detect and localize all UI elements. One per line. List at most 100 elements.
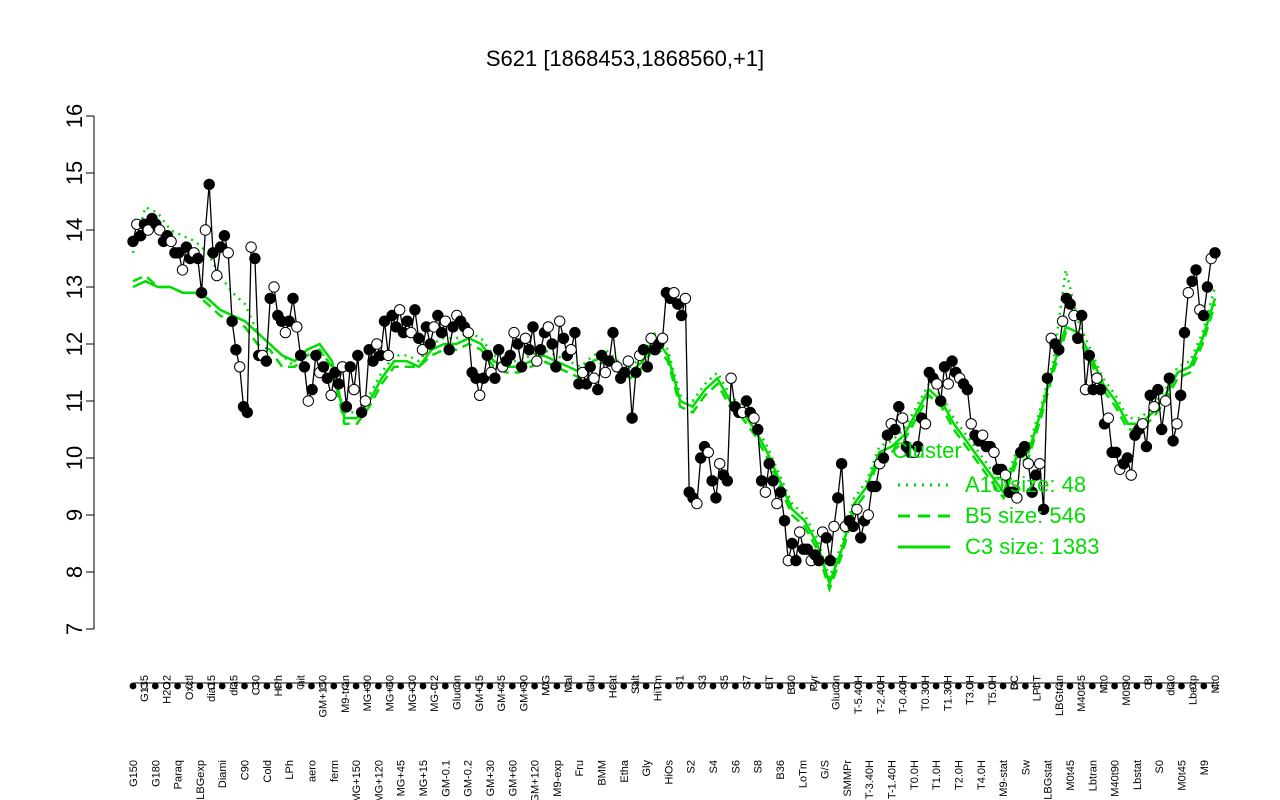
x-tick-label: LBGexp bbox=[195, 760, 207, 800]
data-point bbox=[961, 383, 974, 396]
data-point bbox=[260, 355, 272, 367]
data-point bbox=[1175, 389, 1187, 401]
data-point bbox=[675, 309, 688, 322]
x-tick-label: HPh bbox=[273, 675, 285, 696]
data-point bbox=[279, 326, 292, 339]
x-tick-label: T-2.40H bbox=[875, 675, 887, 714]
x-tick-label: Glu bbox=[585, 675, 597, 692]
x-tick-label: dia0 bbox=[1165, 675, 1177, 696]
data-point bbox=[535, 344, 547, 356]
data-point bbox=[382, 349, 394, 362]
x-rug-marker bbox=[196, 682, 204, 690]
data-point bbox=[752, 423, 764, 436]
data-point bbox=[481, 349, 493, 362]
x-rug-marker bbox=[709, 682, 717, 690]
data-point bbox=[508, 326, 520, 339]
data-point bbox=[287, 292, 299, 305]
x-rug-marker bbox=[598, 682, 605, 690]
x-tick-label: T1.30H bbox=[942, 675, 954, 711]
data-point bbox=[1022, 458, 1035, 470]
x-rug-marker bbox=[1066, 682, 1074, 690]
x-tick-label: M9-tran bbox=[340, 675, 352, 713]
x-tick-label: Lbtran bbox=[1087, 760, 1099, 791]
data-point bbox=[584, 361, 596, 373]
data-point bbox=[1190, 264, 1202, 276]
data-point bbox=[576, 366, 589, 379]
x-rug-marker bbox=[263, 682, 271, 690]
data-point bbox=[439, 315, 452, 327]
x-rug-marker bbox=[464, 682, 472, 690]
x-rug-marker bbox=[531, 682, 538, 690]
data-point bbox=[329, 366, 341, 379]
x-rug-marker bbox=[285, 682, 293, 690]
x-rug-marker bbox=[229, 682, 237, 690]
data-point bbox=[1121, 452, 1134, 464]
x-rug-marker bbox=[754, 682, 762, 690]
data-point bbox=[801, 543, 813, 555]
data-point bbox=[512, 338, 524, 350]
x-tick-label: MG+30 bbox=[407, 675, 419, 711]
x-tick-label: M9-stat bbox=[998, 760, 1010, 797]
x-rug-marker bbox=[430, 682, 438, 690]
x-rug-marker bbox=[1100, 682, 1107, 690]
x-tick-label: M0t45 bbox=[1177, 760, 1189, 791]
x-tick-label: LBGtran bbox=[1054, 675, 1066, 716]
x-rug-marker bbox=[1044, 682, 1052, 690]
data-point bbox=[1136, 418, 1149, 430]
x-rug-marker bbox=[642, 682, 650, 690]
data-point bbox=[428, 321, 440, 333]
data-point bbox=[592, 383, 604, 396]
x-rug-marker bbox=[575, 682, 583, 690]
x-rug-marker bbox=[386, 682, 394, 690]
x-tick-label: BC bbox=[1009, 675, 1021, 690]
data-point bbox=[835, 458, 848, 470]
x-tick-label: Mal bbox=[563, 675, 575, 693]
data-point bbox=[755, 475, 768, 487]
data-point bbox=[778, 515, 791, 527]
data-point bbox=[321, 372, 333, 384]
data-point bbox=[218, 230, 231, 242]
data-point bbox=[294, 349, 307, 362]
x-tick-label: LPh bbox=[284, 760, 296, 780]
data-point bbox=[775, 486, 787, 498]
data-point bbox=[1156, 423, 1168, 436]
data-point bbox=[919, 418, 932, 430]
data-point bbox=[173, 247, 185, 259]
x-tick-label: GM+30 bbox=[485, 760, 497, 796]
data-point bbox=[474, 389, 486, 401]
x-tick-label: T-3.40H bbox=[864, 760, 876, 799]
data-point bbox=[828, 520, 840, 533]
x-tick-label: MG+120 bbox=[373, 760, 385, 800]
x-tick-label: MG+45 bbox=[396, 760, 408, 796]
data-point bbox=[626, 412, 638, 424]
x-rug-marker bbox=[676, 682, 683, 690]
x-rug-marker bbox=[1088, 682, 1096, 690]
y-tick-label: 11 bbox=[62, 390, 87, 413]
x-rug-marker bbox=[999, 682, 1007, 690]
data-point bbox=[1064, 298, 1076, 310]
x-tick-label: Mt0 bbox=[1210, 675, 1222, 693]
data-point bbox=[569, 326, 581, 339]
x-tick-label: B60 bbox=[786, 675, 798, 695]
y-tick-label: 10 bbox=[62, 446, 87, 470]
y-tick-label: 9 bbox=[62, 509, 87, 521]
data-point bbox=[241, 406, 254, 419]
data-point bbox=[268, 281, 280, 293]
data-point bbox=[1053, 344, 1065, 356]
x-rug-marker bbox=[486, 682, 494, 690]
y-tick-label: 7 bbox=[62, 623, 87, 635]
x-tick-label: S2 bbox=[686, 760, 698, 773]
data-point bbox=[1163, 372, 1176, 384]
x-tick-label: Glucon bbox=[831, 675, 843, 710]
data-point bbox=[542, 321, 554, 333]
x-rug-marker bbox=[1189, 682, 1197, 690]
data-point bbox=[611, 361, 623, 373]
x-rug-marker bbox=[1178, 682, 1185, 690]
x-rug-marker bbox=[832, 682, 840, 690]
data-point bbox=[435, 326, 448, 339]
data-point bbox=[1026, 486, 1038, 498]
data-point bbox=[222, 247, 234, 259]
x-tick-label: Diami bbox=[217, 760, 229, 788]
x-rug-marker bbox=[687, 682, 695, 690]
data-point bbox=[672, 298, 684, 310]
